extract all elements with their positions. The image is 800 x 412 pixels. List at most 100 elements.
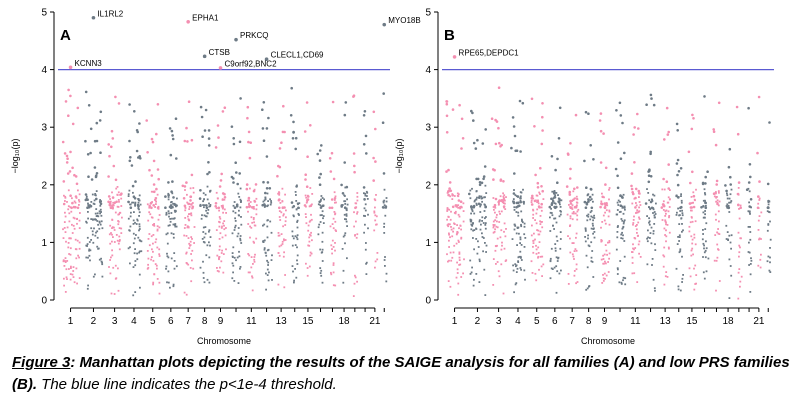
snp-point [173, 267, 176, 270]
snp-point [62, 228, 64, 231]
snp-point [757, 229, 760, 231]
snp-point [452, 230, 454, 233]
snp-point [750, 257, 752, 260]
snp-point [294, 235, 297, 238]
snp-point [637, 127, 640, 130]
snp-point [117, 289, 120, 292]
snp-point [458, 256, 461, 259]
snp-point [663, 255, 666, 258]
snp-point [150, 190, 153, 193]
snp-point [167, 224, 170, 227]
snp-point [169, 220, 172, 223]
snp-point [460, 237, 463, 240]
snp-point [155, 203, 157, 205]
snp-point [76, 106, 80, 110]
snp-point [75, 182, 79, 186]
snp-point [552, 192, 556, 195]
snp-point [536, 181, 540, 185]
snp-point [127, 200, 130, 204]
snp-point [87, 211, 89, 213]
snp-point [521, 101, 525, 105]
snp-point [166, 255, 169, 258]
snp-point [266, 181, 270, 184]
snp-point [541, 189, 544, 193]
snp-point [64, 196, 67, 199]
snp-point [499, 236, 502, 239]
snp-point [172, 202, 174, 205]
snp-point [691, 216, 693, 219]
snp-point [608, 187, 611, 189]
snp-point [64, 195, 67, 198]
snp-point [296, 226, 299, 229]
snp-point [203, 281, 206, 284]
snp-point [530, 203, 534, 206]
snp-point [498, 221, 501, 223]
snp-point [152, 242, 154, 245]
snp-point [702, 199, 705, 202]
snp-point [335, 201, 337, 204]
snp-point [554, 243, 557, 245]
snp-point [552, 197, 555, 199]
snp-point [690, 206, 693, 209]
snp-point [168, 212, 170, 215]
snp-point [757, 202, 760, 205]
snp-point [676, 129, 679, 132]
snp-point [517, 256, 520, 259]
snp-point [267, 261, 270, 264]
snp-point [513, 189, 515, 191]
snp-point [248, 156, 252, 160]
snp-point [184, 217, 187, 219]
snp-point [652, 212, 654, 214]
snp-point [150, 174, 154, 177]
snp-point [726, 197, 729, 200]
snp-point [76, 218, 78, 220]
snp-point [695, 188, 697, 191]
snp-point [738, 255, 740, 258]
snp-point [278, 193, 281, 196]
snp-point [265, 155, 269, 158]
snp-point [445, 131, 449, 134]
snp-point [473, 278, 475, 281]
snp-point [738, 268, 741, 270]
snp-point [445, 114, 449, 118]
snp-point [513, 291, 515, 294]
snp-point [85, 244, 88, 247]
snp-point [277, 252, 280, 254]
snp-point [557, 194, 559, 196]
snp-point [167, 281, 170, 284]
snp-point [531, 224, 533, 227]
snp-point [585, 288, 588, 291]
snp-point [539, 220, 541, 223]
snp-point [590, 241, 593, 244]
snp-point [769, 220, 771, 223]
snp-point [64, 100, 68, 103]
snp-point [372, 179, 376, 182]
snp-point [263, 239, 266, 242]
snp-point [458, 206, 462, 209]
snp-point [575, 249, 578, 252]
snp-point [602, 132, 605, 135]
snp-point [571, 200, 574, 202]
snp-point [575, 263, 578, 266]
snp-point [653, 214, 656, 217]
snp-point [500, 263, 503, 266]
snp-point [247, 210, 249, 213]
snp-point [183, 204, 187, 208]
snp-point [328, 206, 332, 210]
snp-point [554, 168, 557, 172]
snp-point [620, 233, 623, 236]
chromosome-11-points [245, 105, 258, 292]
snp-point [484, 196, 486, 199]
snp-point [69, 150, 72, 154]
snp-point [305, 201, 308, 204]
snp-point [666, 133, 670, 136]
snp-point [583, 200, 587, 204]
snp-point [480, 223, 482, 226]
snp-point [95, 172, 99, 175]
snp-point [502, 202, 505, 205]
snp-point [492, 206, 495, 208]
snp-point [737, 187, 740, 189]
snp-point [65, 276, 68, 279]
snp-point [185, 251, 188, 254]
snp-point [618, 101, 622, 105]
